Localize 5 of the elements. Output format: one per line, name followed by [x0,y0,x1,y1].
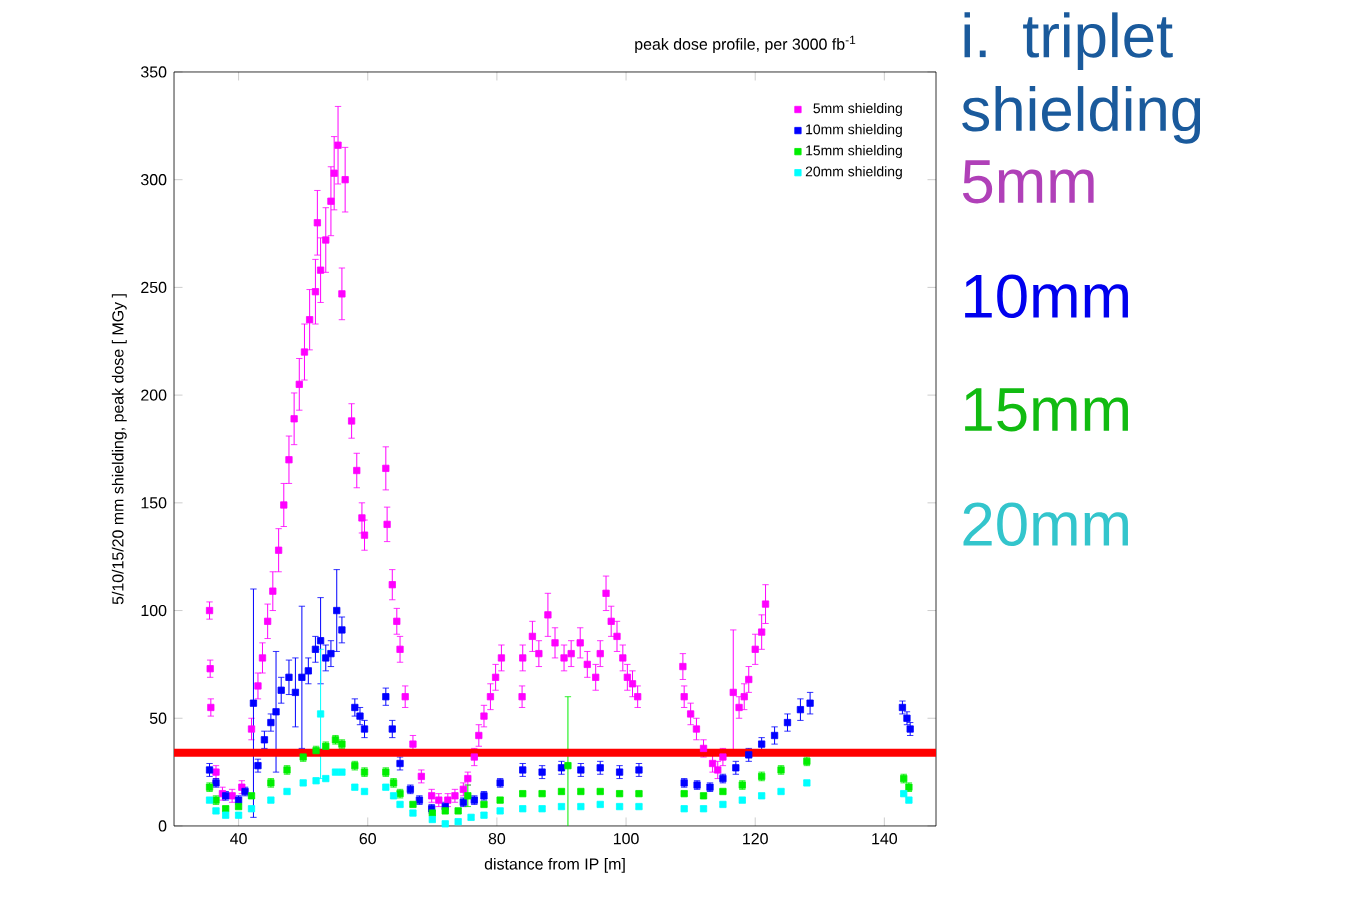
text: 20mm [963,502,1128,547]
text: 15mm [965,388,1128,432]
text: 10mm [965,274,1128,319]
text: 5mm [962,160,1094,204]
text: i. triplet shielding [962,12,1201,144]
